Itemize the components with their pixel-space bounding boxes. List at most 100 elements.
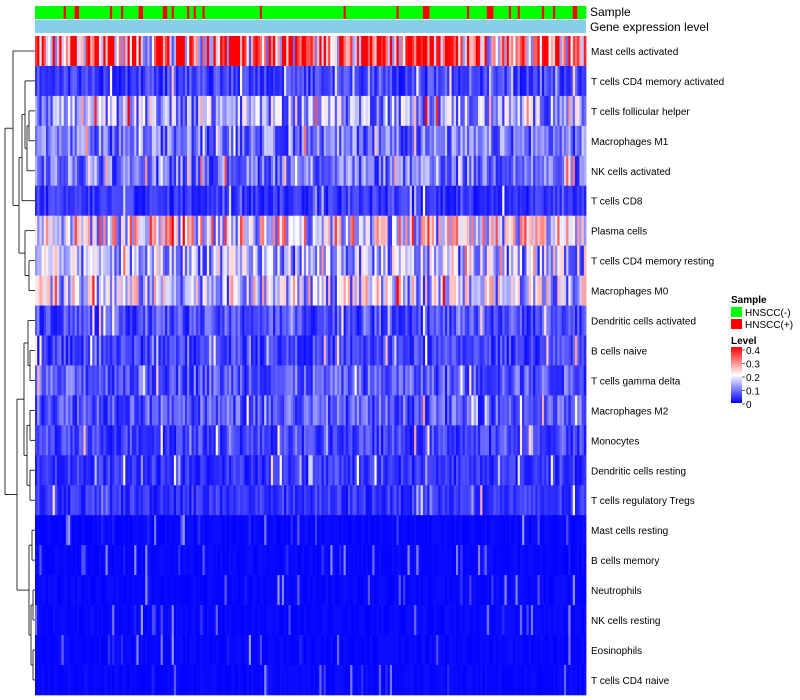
heatmap-cell [383, 155, 386, 187]
heatmap-cell [76, 275, 80, 306]
heatmap-cell [480, 36, 483, 67]
heatmap-cell [524, 185, 527, 217]
heatmap-cell [336, 545, 340, 576]
heatmap-cell [453, 305, 457, 336]
heatmap-cell [361, 95, 364, 127]
heatmap-cell [403, 95, 406, 127]
heatmap-cell [134, 155, 137, 187]
heatmap-cell [63, 125, 67, 157]
heatmap-cell [537, 515, 541, 546]
heatmap-cell [226, 335, 230, 366]
heatmap-cell [250, 425, 254, 456]
heatmap-cell [354, 365, 358, 396]
heatmap-cell [581, 545, 585, 576]
heatmap-cell [334, 65, 338, 97]
heatmap-cell [471, 185, 474, 217]
heatmap-cell [50, 155, 54, 187]
heatmap-cell [266, 485, 270, 516]
heatmap-cell [506, 365, 510, 396]
heatmap-cell [418, 575, 422, 606]
heatmap-cell [244, 245, 247, 276]
heatmap-cell [339, 455, 342, 486]
heatmap-cell [149, 275, 153, 306]
heatmap-cell [198, 455, 201, 486]
heatmap-cell [469, 485, 472, 516]
heatmap-row [35, 365, 587, 396]
heatmap-cell [206, 485, 210, 516]
heatmap-cell [248, 455, 252, 486]
heatmap-cell [180, 185, 184, 217]
heatmap-cell [374, 395, 378, 426]
heatmap-cell [297, 65, 300, 97]
heatmap-cell [383, 95, 386, 127]
heatmap-cell [94, 575, 98, 606]
heatmap-cell [363, 275, 366, 306]
heatmap-cell [209, 275, 212, 306]
heatmap-cell [306, 395, 309, 426]
heatmap-cell [486, 335, 490, 366]
heatmap-cell [209, 575, 212, 606]
heatmap-cell [303, 485, 307, 516]
heatmap-cell [61, 65, 65, 97]
heatmap-cell [352, 245, 355, 276]
heatmap-cell [381, 545, 384, 576]
heatmap-cell [504, 545, 508, 576]
sample-cell [504, 6, 508, 19]
heatmap-cell [222, 275, 225, 306]
heatmap-cell [301, 335, 305, 366]
heatmap-cell [169, 575, 173, 606]
heatmap-cell [312, 575, 316, 606]
heatmap-cell [284, 125, 287, 157]
heatmap-cell [559, 275, 563, 306]
heatmap-cell [43, 65, 47, 97]
heatmap-cell [367, 95, 371, 127]
heatmap-cell [561, 425, 565, 456]
heatmap-cell [555, 155, 558, 187]
heatmap-cell [550, 245, 554, 276]
heatmap-cell [561, 125, 565, 157]
heatmap-cell [198, 215, 201, 247]
heatmap-cell [365, 395, 369, 426]
heatmap-cell [92, 575, 95, 606]
heatmap-cell [239, 65, 243, 97]
sample-cell [502, 6, 505, 19]
heatmap-cell [273, 65, 276, 97]
sample-annotation-track [35, 6, 587, 19]
heatmap-cell [436, 36, 439, 67]
heatmap-cell [299, 125, 303, 157]
heatmap-cell [319, 245, 322, 276]
heatmap-cell [319, 155, 322, 187]
sample-cell [561, 6, 565, 19]
heatmap-cell [420, 515, 424, 546]
heatmap-cell [85, 125, 89, 157]
heatmap-cell [378, 395, 382, 426]
heatmap-cell [206, 65, 210, 97]
heatmap-cell [572, 365, 576, 396]
heatmap-cell [356, 125, 360, 157]
heatmap-cell [255, 275, 258, 306]
heatmap-cell [506, 95, 510, 127]
heatmap-cell [129, 275, 133, 306]
heatmap-cell [387, 485, 391, 516]
heatmap-cell [361, 575, 364, 606]
heatmap-cell [169, 545, 173, 576]
heatmap-cell [83, 425, 87, 456]
heatmap-cell [548, 36, 552, 67]
heatmap-cell [563, 65, 567, 97]
heatmap-cell [68, 545, 71, 576]
heatmap-cell [577, 65, 580, 97]
heatmap-cell [440, 545, 444, 576]
heatmap-cell [50, 515, 54, 546]
heatmap-cell [74, 245, 78, 276]
sample-cell [354, 6, 358, 19]
heatmap-cell [539, 65, 543, 97]
heatmap-cell [123, 575, 126, 606]
heatmap-cell [444, 485, 448, 516]
heatmap-cell [160, 575, 164, 606]
heatmap-cell [541, 485, 545, 516]
heatmap-cell [528, 395, 532, 426]
heatmap-cell [160, 335, 164, 366]
heatmap-cell [145, 215, 148, 247]
heatmap-cell [310, 185, 314, 217]
heatmap-cell [455, 425, 459, 456]
